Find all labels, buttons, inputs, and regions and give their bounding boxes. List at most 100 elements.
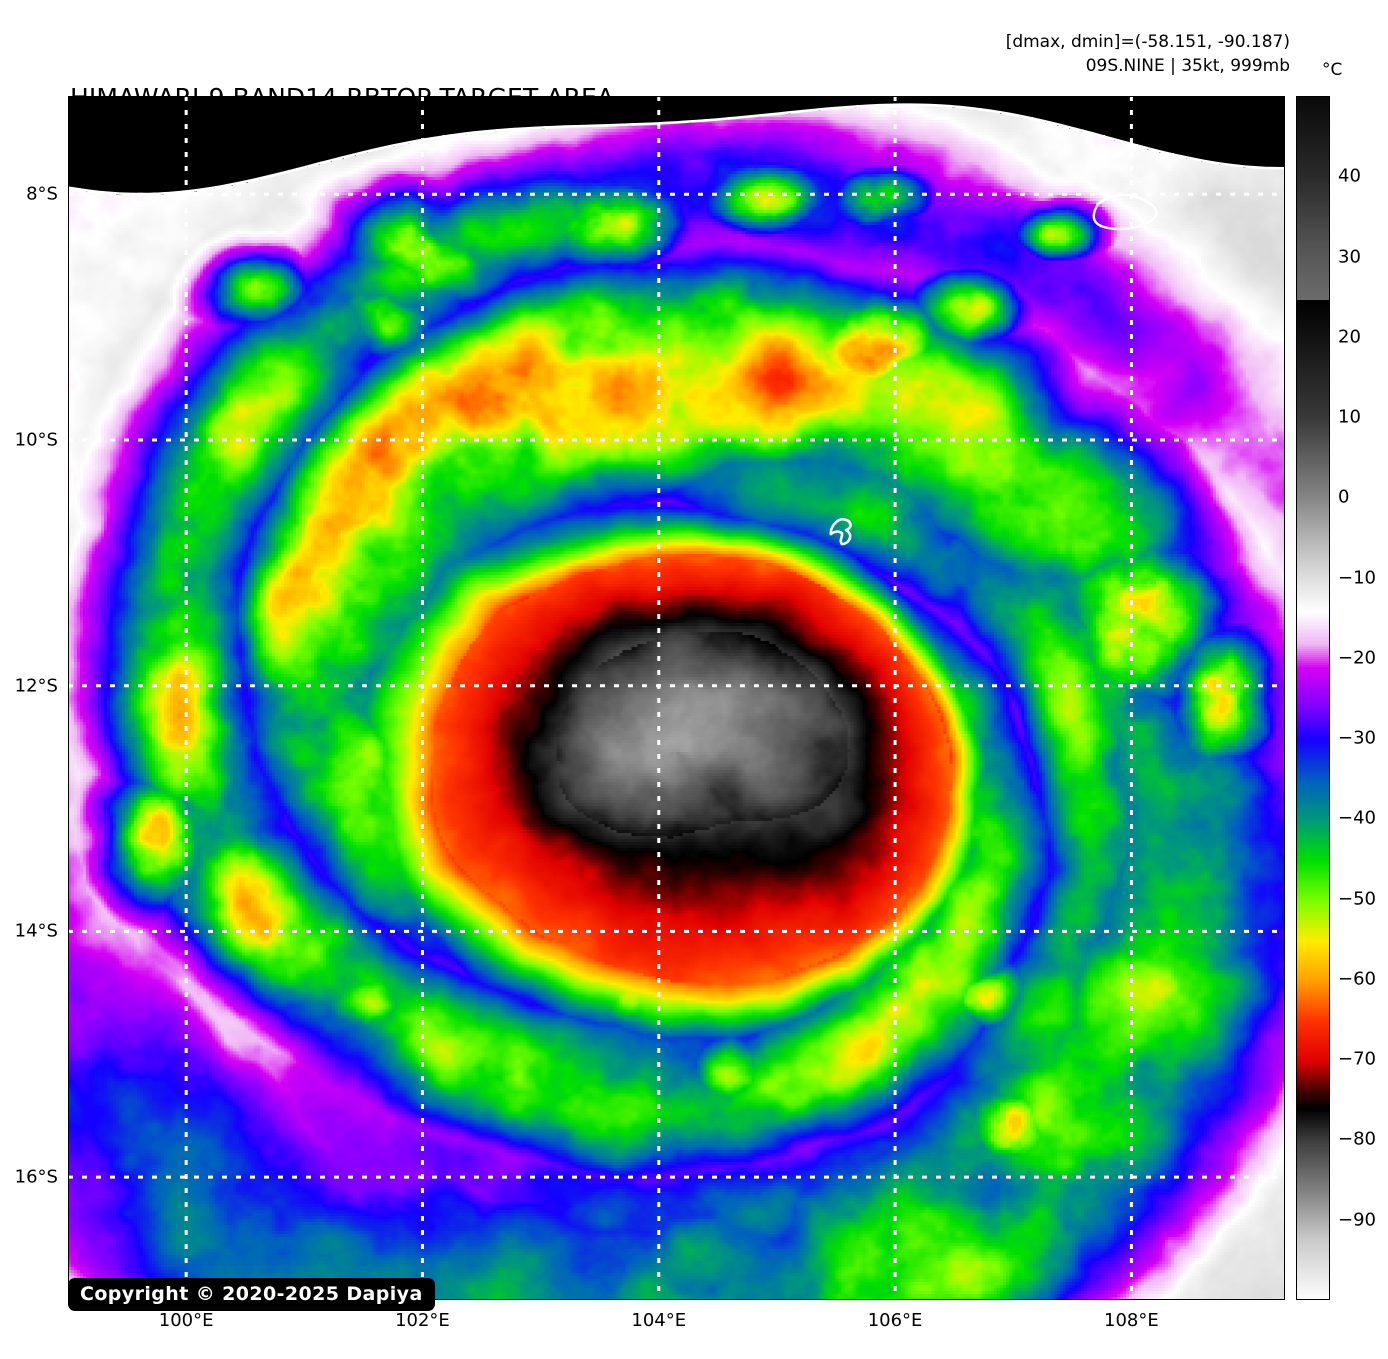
colorbar-segment <box>1297 654 1329 658</box>
colorbar-segment <box>1297 863 1329 867</box>
colorbar-segment <box>1297 532 1329 536</box>
colorbar-segment <box>1297 1274 1329 1278</box>
colorbar-segment <box>1297 945 1329 949</box>
colorbar-segment <box>1297 977 1329 981</box>
colorbar-segment <box>1297 861 1329 865</box>
colorbar-segment <box>1297 1080 1329 1084</box>
colorbar-segment <box>1297 1004 1329 1007</box>
colorbar[interactable] <box>1296 96 1330 1300</box>
colorbar-segment <box>1297 973 1329 977</box>
storm-center-marker[interactable] <box>829 517 852 546</box>
colorbar-segment <box>1297 628 1329 632</box>
colorbar-segment <box>1297 646 1329 650</box>
colorbar-segment <box>1297 1060 1329 1064</box>
colorbar-segment <box>1297 1162 1329 1166</box>
colorbar-segment <box>1297 347 1329 351</box>
colorbar-unit-label: °C <box>1322 60 1343 80</box>
colorbar-segment <box>1297 1168 1329 1172</box>
colorbar-segment <box>1297 496 1329 500</box>
colorbar-segment <box>1297 622 1329 626</box>
colorbar-segment <box>1297 1198 1329 1202</box>
colorbar-segment <box>1297 1232 1329 1236</box>
colorbar-segment <box>1297 408 1329 412</box>
colorbar-segment <box>1297 975 1329 979</box>
colorbar-segment <box>1297 536 1329 540</box>
colorbar-segment <box>1297 291 1329 295</box>
colorbar-segment <box>1297 610 1329 614</box>
colorbar-segment <box>1297 1244 1329 1248</box>
colorbar-segment <box>1297 560 1329 564</box>
colorbar-segment <box>1297 111 1329 115</box>
colorbar-segment <box>1297 670 1329 674</box>
colorbar-segment <box>1297 526 1329 530</box>
colorbar-segment <box>1297 957 1329 961</box>
colorbar-segment <box>1297 891 1329 895</box>
storm-info-label: 09S.NINE | 35kt, 999mb <box>1085 56 1290 77</box>
colorbar-segment <box>1297 919 1329 923</box>
colorbar-segment <box>1297 1234 1329 1238</box>
colorbar-segment <box>1297 1116 1329 1120</box>
colorbar-segment <box>1297 761 1329 765</box>
colorbar-segment <box>1297 941 1329 945</box>
colorbar-segment <box>1297 1034 1329 1038</box>
colorbar-segment <box>1297 901 1329 905</box>
colorbar-segment <box>1297 767 1329 771</box>
colorbar-segment <box>1297 151 1329 155</box>
colorbar-segment <box>1297 205 1329 209</box>
colorbar-segment <box>1297 508 1329 512</box>
coastline <box>68 103 1285 196</box>
colorbar-segment <box>1297 1216 1329 1220</box>
colorbar-segment <box>1297 574 1329 578</box>
colorbar-segment <box>1297 1094 1329 1098</box>
colorbar-segment <box>1297 608 1329 612</box>
colorbar-segment <box>1297 733 1329 737</box>
colorbar-segment <box>1297 167 1329 171</box>
colorbar-segment <box>1297 353 1329 357</box>
colorbar-segment <box>1297 482 1329 486</box>
colorbar-segment <box>1297 195 1329 199</box>
colorbar-segment <box>1297 359 1329 363</box>
satellite-image-plot[interactable] <box>68 96 1285 1300</box>
colorbar-segment <box>1297 1012 1329 1016</box>
tropical-cyclone-icon <box>829 517 852 546</box>
colorbar-segment <box>1297 1002 1329 1005</box>
colorbar-segment <box>1297 131 1329 135</box>
colorbar-segment <box>1297 717 1329 721</box>
colorbar-segment <box>1297 1202 1329 1206</box>
colorbar-segment <box>1297 187 1329 191</box>
colorbar-segment <box>1297 179 1329 183</box>
colorbar-segment <box>1297 357 1329 361</box>
colorbar-segment <box>1297 580 1329 584</box>
colorbar-segment <box>1297 614 1329 618</box>
colorbar-segment <box>1297 105 1329 109</box>
colorbar-segment <box>1297 953 1329 957</box>
colorbar-segment <box>1297 1118 1329 1122</box>
colorbar-segment <box>1297 763 1329 767</box>
colorbar-segment <box>1297 474 1329 478</box>
lon-tick-108°E: 108°E <box>1104 1310 1159 1331</box>
colorbar-segment <box>1297 678 1329 682</box>
colorbar-segment <box>1297 221 1329 225</box>
colorbar-segment <box>1297 729 1329 733</box>
colorbar-segment <box>1297 1030 1329 1034</box>
colorbar-segment <box>1297 887 1329 891</box>
colorbar-segment <box>1297 893 1329 897</box>
colorbar-segment <box>1297 123 1329 127</box>
colorbar-tick--10: −10 <box>1338 567 1376 589</box>
colorbar-segment <box>1297 406 1329 410</box>
colorbar-segment <box>1297 630 1329 634</box>
colorbar-segment <box>1297 640 1329 644</box>
colorbar-segment <box>1297 1152 1329 1156</box>
colorbar-tick--60: −60 <box>1338 968 1376 990</box>
colorbar-segment <box>1297 1190 1329 1194</box>
colorbar-segment <box>1297 161 1329 165</box>
colorbar-segment <box>1297 383 1329 387</box>
colorbar-segment <box>1297 709 1329 713</box>
colorbar-segment <box>1297 389 1329 393</box>
colorbar-segment <box>1297 257 1329 261</box>
colorbar-segment <box>1297 1176 1329 1180</box>
colorbar-segment <box>1297 947 1329 951</box>
colorbar-segment <box>1297 173 1329 177</box>
colorbar-segment <box>1297 1150 1329 1154</box>
colorbar-segment <box>1297 658 1329 662</box>
